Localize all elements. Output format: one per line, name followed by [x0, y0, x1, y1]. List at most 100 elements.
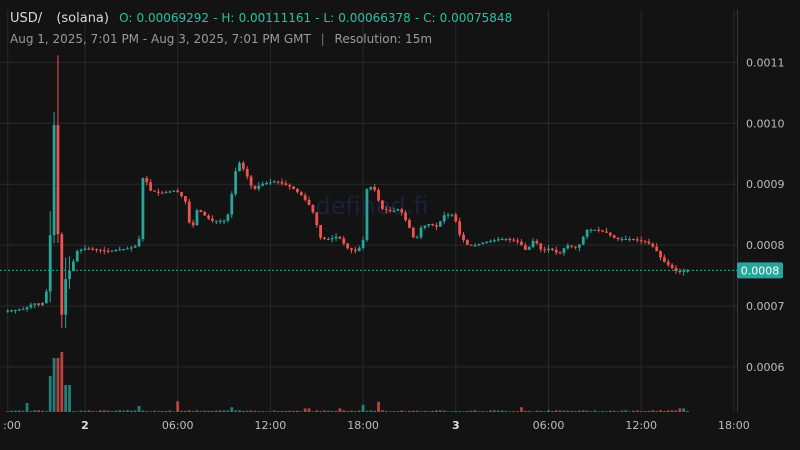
candle-body — [41, 302, 44, 305]
volume-bar — [218, 410, 222, 412]
price-tick-label: 0.0008 — [746, 239, 785, 252]
candle-body — [195, 210, 199, 226]
candle-body — [605, 231, 608, 233]
candle-body — [253, 185, 257, 189]
candle-body — [218, 220, 222, 222]
candle-body — [601, 230, 604, 232]
volume-bar — [601, 411, 604, 412]
volume-bar — [172, 411, 176, 412]
candle-body — [311, 205, 315, 213]
volume-bar — [632, 410, 635, 412]
price-axis[interactable]: 0.0011 0.0010 0.0009 0.0008 0.0007 0.0006 — [746, 56, 785, 374]
volume-bar — [384, 410, 388, 412]
candle-body — [462, 234, 465, 241]
volume-bar — [431, 410, 435, 412]
volume-bar — [114, 410, 118, 412]
candle-body — [106, 250, 110, 252]
candle-body — [234, 171, 238, 195]
candle-body — [199, 210, 203, 212]
candle-body — [647, 241, 651, 244]
candle-body — [222, 220, 226, 222]
volume-bar — [91, 411, 95, 412]
candle-body — [114, 249, 118, 251]
time-tick-label: 12:00 — [625, 419, 657, 432]
candle-body — [187, 201, 191, 223]
volume-bar — [647, 410, 651, 412]
volume-bar — [56, 358, 60, 412]
candle-body — [477, 243, 481, 246]
volume-bar — [265, 411, 268, 412]
volume-bar — [365, 410, 369, 412]
time-tick-label: 18:00 — [718, 419, 750, 432]
candle-body — [180, 192, 183, 197]
volume-bar — [396, 410, 400, 412]
low-value: 0.00066378 — [338, 11, 411, 25]
candle-body — [504, 239, 508, 241]
volume-bar — [110, 410, 114, 412]
candle-body — [520, 241, 523, 246]
volume-bar — [357, 410, 361, 412]
time-axis[interactable]: :00 2 06:00 12:00 18:00 3 06:00 12:00 18:00 — [3, 419, 750, 432]
volume-bar — [574, 411, 577, 412]
volume-bar — [245, 410, 249, 412]
candle-body — [628, 239, 632, 241]
candle-body — [257, 185, 261, 189]
volume-bar — [10, 410, 13, 412]
volume-bar — [257, 411, 261, 412]
watermark-text: defined.fi — [315, 192, 428, 220]
candle-body — [72, 261, 75, 271]
volume-bar — [141, 410, 145, 412]
volume-bar — [620, 410, 624, 412]
candle-body — [133, 246, 137, 248]
volume-bar — [44, 411, 48, 412]
time-tick-label: :00 — [3, 419, 21, 432]
price-tick-label: 0.0010 — [746, 117, 785, 130]
grid — [0, 10, 737, 412]
candle-body — [481, 242, 485, 244]
volume-bar — [17, 410, 21, 412]
volume-bar — [14, 410, 17, 412]
volume-bar — [593, 410, 597, 412]
candle-body — [64, 279, 68, 315]
candle-body — [674, 267, 678, 271]
candle-body — [415, 237, 419, 239]
candle-body — [44, 291, 48, 303]
candle-body — [245, 168, 249, 177]
candle-body — [465, 240, 469, 245]
volume-bar — [315, 410, 319, 412]
time-tick-label: 06:00 — [533, 419, 565, 432]
candle-body — [129, 247, 133, 249]
high-label: H: — [221, 11, 235, 25]
candle-body — [176, 190, 180, 193]
candle-body — [160, 192, 164, 194]
volume-bar — [122, 410, 125, 412]
volume-bar — [75, 411, 79, 412]
current-price-tag: 0.0008 — [737, 262, 783, 279]
volume-bar — [458, 411, 462, 412]
volume-bar — [535, 410, 539, 412]
candle-body — [392, 210, 396, 212]
candle-body — [635, 239, 639, 241]
candle-body — [14, 309, 17, 311]
volume-bar — [21, 410, 25, 412]
candle-body — [48, 235, 52, 292]
candle-body — [570, 245, 574, 247]
candle-body — [95, 249, 98, 251]
volume-bar — [149, 411, 153, 412]
chart-legend: USD/ (solana) O: 0.00069292 - H: 0.00111… — [10, 11, 513, 26]
open-value: 0.00069292 — [136, 11, 210, 25]
candle-body — [381, 200, 384, 209]
candle-body — [99, 249, 102, 251]
volume-bar — [473, 410, 477, 412]
volume-bar — [516, 411, 519, 412]
candle-body — [597, 229, 601, 231]
time-tick-label: 2 — [81, 419, 89, 432]
candle-body — [558, 252, 562, 254]
volume-bar — [261, 411, 265, 412]
volume-bar — [682, 408, 686, 412]
volume-bar — [311, 411, 315, 412]
volume-bar — [655, 411, 659, 412]
volume-bar — [187, 410, 191, 412]
candle-body — [230, 194, 234, 215]
